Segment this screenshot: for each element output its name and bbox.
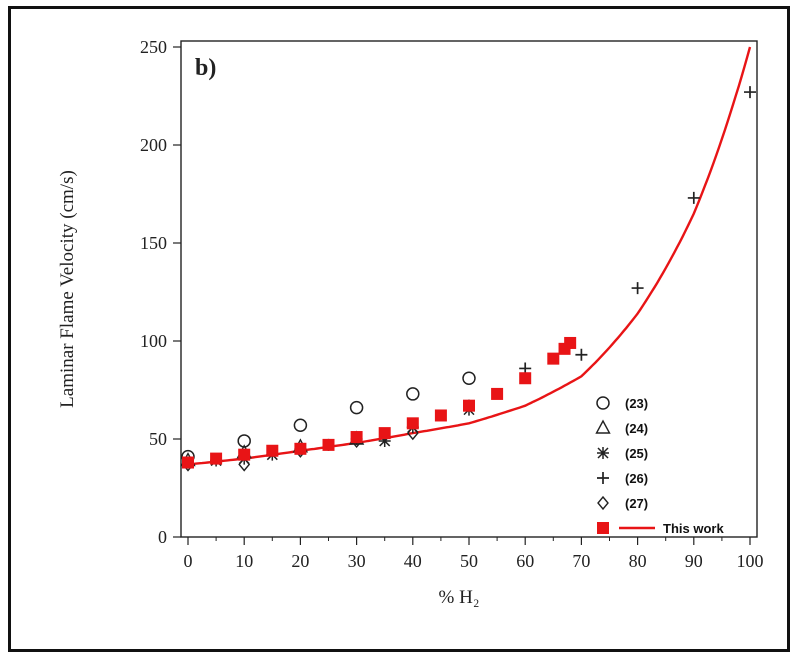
- x-tick-label: 60: [516, 551, 534, 571]
- x-tick-label: 30: [348, 551, 366, 571]
- y-tick-label: 250: [140, 37, 167, 57]
- y-tick-label: 200: [140, 135, 167, 155]
- x-tick-label: 10: [235, 551, 253, 571]
- figure-frame: 0 50 100 150 200 250 0 10 20 30 40 50 60 70 80 90 100 % H…: [8, 6, 790, 652]
- data-point-series-5: [350, 431, 363, 444]
- data-point-series-3: [575, 348, 588, 361]
- legend-label: (24): [625, 421, 648, 436]
- data-point-series-2: [378, 434, 391, 447]
- x-tick-label: 80: [629, 551, 647, 571]
- legend-label: (25): [625, 446, 648, 461]
- data-point-series-0: [406, 387, 420, 401]
- y-tick-label: 100: [140, 331, 167, 351]
- data-point-series-5: [547, 352, 560, 365]
- panel-label: b): [195, 55, 216, 81]
- data-point-series-5: [434, 409, 447, 422]
- x-tick-label: 20: [291, 551, 309, 571]
- data-point-series-3: [631, 282, 644, 295]
- data-point-series-5: [406, 417, 419, 430]
- data-point-series-3: [687, 191, 700, 204]
- data-point-series-0: [293, 418, 308, 433]
- x-tick-label: 100: [737, 551, 764, 571]
- legend-marker: [596, 396, 610, 410]
- model-curve-line: [187, 46, 752, 466]
- x-tick-label: 0: [184, 551, 193, 571]
- data-point-series-4: [238, 457, 251, 472]
- chart-svg: 0 50 100 150 200 250 0 10 20 30 40 50 60 70 80 90 100 % H…: [57, 37, 764, 608]
- data-point-series-5: [491, 387, 504, 400]
- legend-marker: [595, 419, 611, 434]
- data-point-series-5: [322, 438, 335, 451]
- data-point-series-5: [266, 444, 279, 457]
- data-point-series-5: [210, 452, 223, 465]
- data-point-series-5: [238, 448, 251, 461]
- data-point-series-5: [182, 456, 194, 469]
- legend-label: (23): [625, 396, 648, 411]
- data-point-series-0: [349, 400, 364, 415]
- data-point-series-5: [294, 442, 307, 455]
- legend-label: This work: [663, 521, 724, 536]
- x-tick-label: 90: [685, 551, 703, 571]
- plot-area-border: [180, 40, 758, 538]
- y-tick-label: 0: [158, 527, 167, 547]
- x-axis-label: % H₂: [439, 587, 480, 608]
- legend-label: (27): [625, 496, 648, 511]
- x-tick-label: 40: [404, 551, 422, 571]
- data-point-series-5: [378, 427, 391, 440]
- data-point-series-5: [463, 399, 475, 412]
- x-tick-label: 70: [572, 551, 590, 571]
- legend-marker: [597, 447, 609, 459]
- data-point-series-5: [564, 336, 577, 349]
- legend-marker: [597, 522, 609, 534]
- legend-label: (26): [625, 471, 648, 486]
- data-point-series-3: [744, 86, 756, 99]
- data-point-series-4: [406, 426, 419, 441]
- x-tick-label: 50: [460, 551, 478, 571]
- y-tick-label: 50: [149, 429, 167, 449]
- y-axis-label: Laminar Flame Velocity (cm/s): [57, 170, 78, 408]
- data-point-series-0: [462, 371, 476, 385]
- data-point-series-5: [519, 372, 532, 385]
- legend-marker: [597, 472, 609, 484]
- y-tick-label: 150: [140, 233, 167, 253]
- legend-marker: [597, 495, 609, 511]
